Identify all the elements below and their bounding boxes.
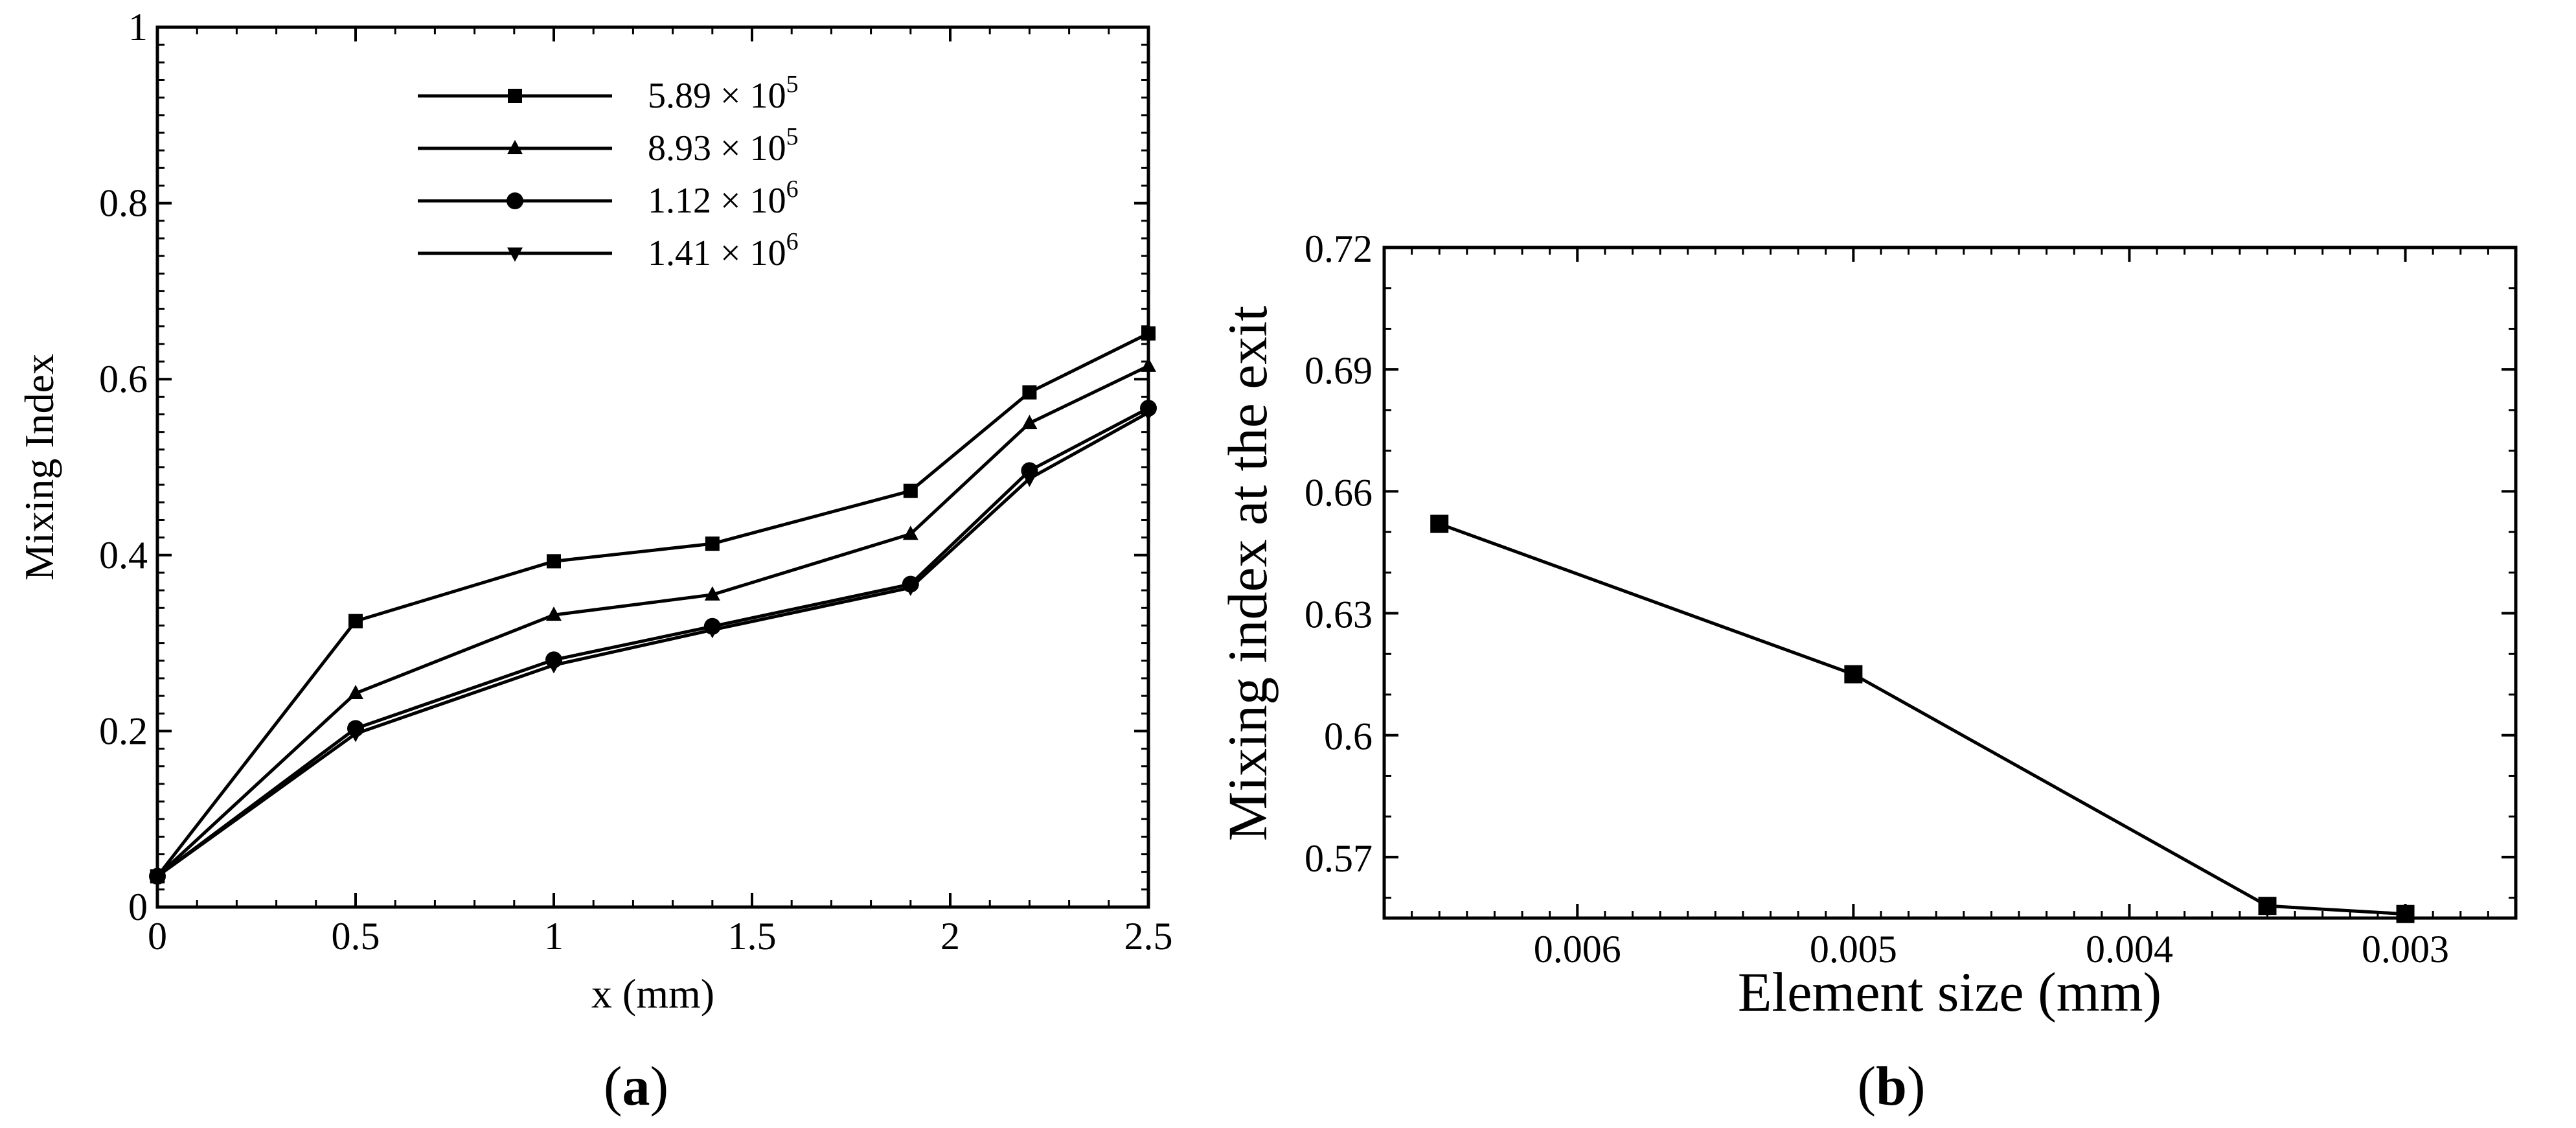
panel-b-y-tick-label: 0.6 [1324,715,1373,758]
panel-b-y-tick-label: 0.63 [1305,593,1373,636]
panel-a-y-tick-label: 0.6 [99,358,148,400]
panel-b-x-axis-title: Element size (mm) [1738,961,2161,1023]
legend-marker-1 [508,89,522,103]
panel-b-x-tick-label: 0.003 [2362,928,2449,971]
panel-b-mixing-index-vs-element-size: 0.006 0.005 0.004 0.003 0.57 0.6 0.63 0.66 0.69 0… [1216,227,2518,1117]
panel-a-series-4-point [704,624,720,639]
panel-b-series-point [1430,514,1449,533]
legend-marker-3 [507,192,523,209]
legend-label-mantissa: 1.41 × 10 [648,233,786,273]
panel-a-series-1-point [1022,385,1037,400]
panel-b-x-tick-label: 0.004 [2086,928,2173,971]
panel-a-x-tick-label: 2 [940,915,960,958]
panel-b-y-tick-label: 0.66 [1305,471,1373,514]
panel-a-x-tick-label: 0.5 [332,915,380,958]
panel-a-y-tick-label: 1 [128,6,148,49]
panel-a-series-1-point [903,483,918,498]
panel-b-y-axis-title: Mixing index at the exit [1216,306,1279,842]
panel-b-series-point [1844,665,1863,684]
panel-b-minor-ticks [1384,247,2516,918]
panel-b-y-tick-label: 0.57 [1305,837,1373,880]
panel-a-label-letter: a [622,1055,650,1117]
legend-label-mantissa: 5.89 × 10 [648,76,786,116]
legend-label-mantissa: 8.93 × 10 [648,128,786,168]
legend-label-exponent: 5 [786,71,799,98]
panel-a-y-tick-label: 0.8 [99,182,148,225]
panel-b-x-tick-label: 0.006 [1534,928,1621,971]
panel-a-plot-frame [155,25,1150,909]
panel-a-x-tick-label: 2.5 [1124,915,1173,958]
panel-a-series-4-point [546,659,562,674]
panel-b-plot-frame [1382,246,2518,920]
panel-b-label-letter: b [1876,1055,1907,1117]
legend-label-1: 5.89 × 105 [648,71,799,116]
panel-a-series-4-point [348,728,363,742]
panel-a-series-2-point [546,606,562,621]
panel-b-y-tick-label: 0.72 [1305,227,1373,270]
panel-a-series-2-point [902,525,918,540]
legend-marker-4 [507,247,523,262]
panel-a-x-tick-label: 0 [148,915,167,958]
panel-a-y-axis-title: Mixing Index [16,354,62,581]
panel-b-y-tick-label: 0.69 [1305,349,1373,392]
panel-a-y-tick-label: 0.4 [99,534,148,577]
legend-label-exponent: 6 [786,176,799,203]
panel-a-mixing-index-vs-x: 0 0.5 1 1.5 2 2.5 0 0.2 0.4 0.6 0.8 1 x (mm) Mixing… [16,6,1173,1117]
panel-b-series-point [2258,897,2277,915]
panel-a-series-4-point [902,582,918,597]
panel-a-x-tick-label: 1 [544,915,564,958]
panel-a-series-line-1 [156,332,1150,878]
panel-a-series-2-point [1021,415,1038,430]
panel-b-series [1430,514,2415,923]
panel-a-x-axis-title: x (mm) [591,971,714,1017]
panel-a-series-2-point [704,586,720,601]
panel-a-y-tick-label: 0 [128,886,148,928]
panel-a-series-line-2 [156,364,1150,878]
legend-label-mantissa: 1.12 × 10 [648,181,786,221]
panel-a-series [149,326,1157,885]
panel-a-label: (a) [604,1055,668,1117]
panel-a-x-tick-label: 1.5 [728,915,777,958]
panel-a-axis-ticks: 0 0.5 1 1.5 2 2.5 0 0.2 0.4 0.6 0.8 1 [99,6,1173,958]
panel-a-series-1-point [547,554,561,569]
legend-marker-2 [507,140,523,154]
legend-label-2: 8.93 × 105 [648,123,799,168]
legend-label-exponent: 5 [786,123,799,150]
legend-label-exponent: 6 [786,228,799,255]
legend-label-4: 1.41 × 106 [648,228,799,273]
panel-a-series-1-point [348,614,363,628]
panel-a-series-line-4 [156,411,1150,878]
legend-label-3: 1.12 × 106 [648,176,799,221]
panel-a-y-tick-label: 0.2 [99,709,148,752]
panel-b-series-line [1439,522,2406,916]
panel-a-series-1-point [705,536,720,551]
panel-a-series-4-point [1021,472,1038,487]
panel-a-series-2-point [348,685,363,700]
panel-b-label: (b) [1857,1055,1925,1117]
panel-b-x-tick-label: 0.005 [1810,928,1897,971]
panel-b-axis-ticks: 0.006 0.005 0.004 0.003 0.57 0.6 0.63 0.66 0.69 0… [1305,227,2516,971]
